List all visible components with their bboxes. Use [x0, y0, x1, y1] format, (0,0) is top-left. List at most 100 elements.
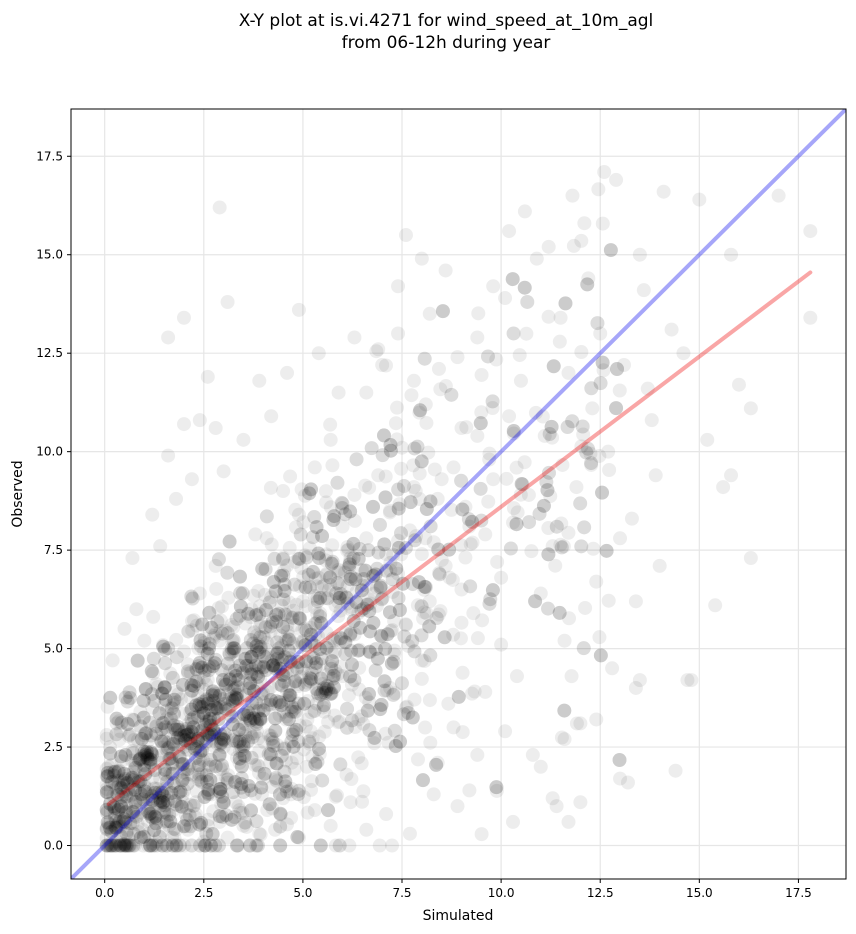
- data-point: [265, 615, 280, 630]
- data-point: [278, 774, 293, 789]
- data-point: [136, 710, 151, 725]
- data-point: [144, 745, 159, 760]
- data-point: [224, 617, 239, 632]
- data-point: [160, 774, 175, 789]
- data-point: [241, 779, 256, 794]
- data-point: [327, 509, 342, 524]
- data-point: [574, 345, 589, 360]
- data-point: [257, 649, 272, 664]
- data-point: [235, 722, 250, 737]
- data-point: [601, 593, 616, 608]
- data-point: [242, 838, 257, 853]
- data-point: [189, 674, 204, 689]
- data-point: [482, 452, 497, 467]
- data-point: [437, 630, 452, 645]
- data-point: [328, 663, 343, 678]
- data-point: [546, 359, 561, 374]
- data-point: [249, 638, 264, 653]
- data-point: [287, 702, 302, 717]
- data-point: [109, 834, 124, 849]
- data-point: [249, 814, 264, 829]
- data-point: [131, 753, 146, 768]
- data-point: [116, 778, 131, 793]
- data-point: [111, 764, 126, 779]
- data-point: [374, 697, 389, 712]
- data-point: [285, 610, 300, 625]
- data-point: [310, 591, 325, 606]
- data-point: [229, 734, 244, 749]
- data-point: [217, 696, 232, 711]
- data-point: [208, 838, 223, 853]
- data-point: [391, 501, 406, 516]
- data-point: [290, 830, 305, 845]
- data-point: [310, 594, 325, 609]
- data-point: [263, 693, 278, 708]
- data-point: [101, 838, 116, 853]
- data-point: [109, 838, 124, 853]
- data-point: [454, 538, 469, 553]
- data-point: [147, 693, 162, 708]
- data-point: [117, 621, 132, 636]
- data-point: [263, 747, 278, 762]
- data-point: [137, 728, 152, 743]
- data-point: [506, 814, 521, 829]
- data-point: [202, 728, 217, 743]
- data-point: [107, 801, 122, 816]
- data-point: [554, 540, 569, 555]
- data-point: [129, 809, 144, 824]
- data-point: [213, 737, 228, 752]
- data-point: [189, 674, 204, 689]
- data-point: [552, 334, 567, 349]
- data-point: [242, 711, 257, 726]
- data-point: [230, 691, 245, 706]
- data-point: [536, 498, 551, 513]
- data-point: [117, 791, 132, 806]
- data-point: [324, 661, 339, 676]
- data-point: [99, 838, 114, 853]
- data-point: [204, 620, 219, 635]
- data-point: [186, 798, 201, 813]
- data-point: [514, 476, 529, 491]
- data-point: [303, 620, 318, 635]
- data-point: [473, 416, 488, 431]
- data-point: [229, 687, 244, 702]
- data-point: [313, 687, 328, 702]
- data-point: [259, 655, 274, 670]
- data-point: [280, 633, 295, 648]
- data-point: [291, 654, 306, 669]
- data-point: [234, 777, 249, 792]
- data-point: [387, 643, 402, 658]
- data-point: [432, 567, 447, 582]
- data-point: [771, 188, 786, 203]
- data-point: [186, 678, 201, 693]
- data-point: [302, 734, 317, 749]
- data-point: [393, 734, 408, 749]
- data-point: [517, 280, 532, 295]
- data-point: [180, 776, 195, 791]
- data-point: [265, 658, 280, 673]
- data-point: [206, 804, 221, 819]
- data-point: [343, 627, 358, 642]
- data-point: [226, 644, 241, 659]
- data-point: [362, 603, 377, 618]
- data-point: [146, 609, 161, 624]
- data-point: [203, 718, 218, 733]
- data-point: [268, 711, 283, 726]
- data-point: [143, 838, 158, 853]
- data-point: [299, 623, 314, 638]
- data-point: [343, 626, 358, 641]
- data-point: [236, 739, 251, 754]
- data-point: [103, 838, 118, 853]
- data-point: [362, 644, 377, 659]
- data-point: [192, 699, 207, 714]
- data-point: [238, 716, 253, 731]
- data-point: [143, 752, 158, 767]
- data-point: [213, 781, 228, 796]
- data-point: [414, 628, 429, 643]
- data-point: [418, 720, 433, 735]
- data-point: [304, 665, 319, 680]
- data-point: [289, 597, 304, 612]
- data-point: [212, 784, 227, 799]
- data-point: [323, 417, 338, 432]
- data-point: [279, 709, 294, 724]
